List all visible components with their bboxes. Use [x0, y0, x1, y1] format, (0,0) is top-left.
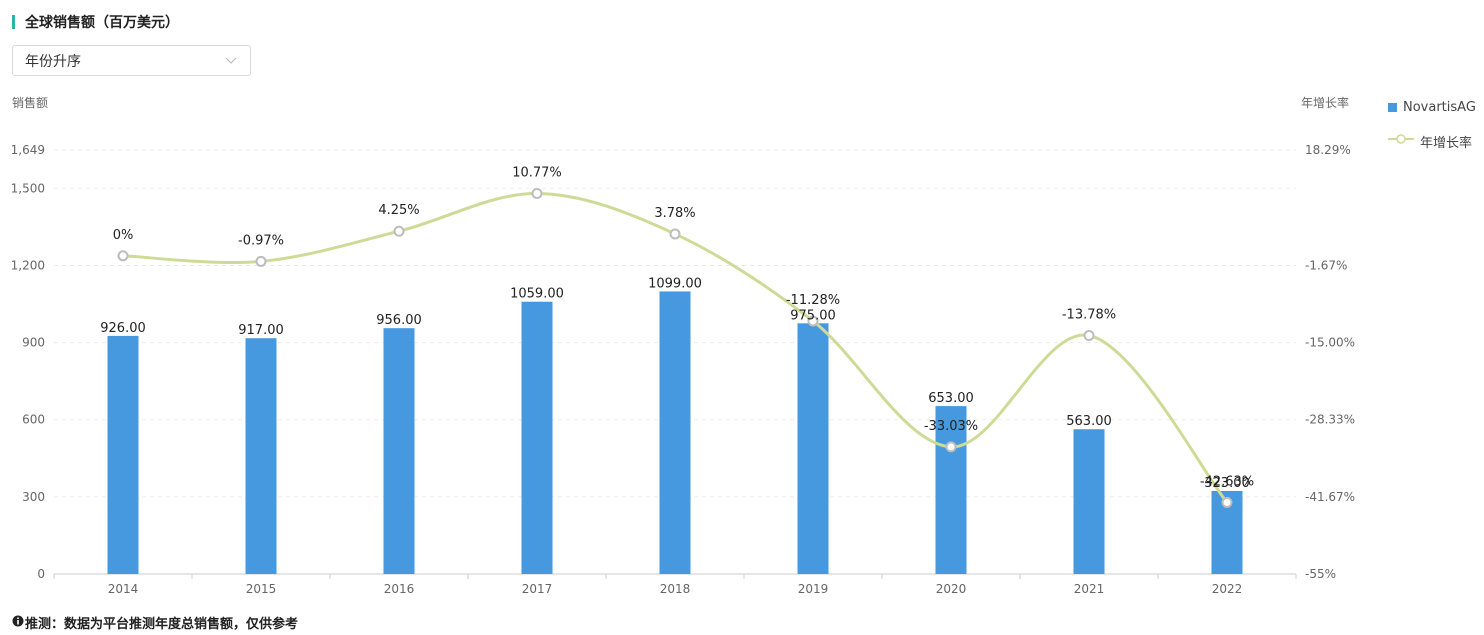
x-tick-label: 2021: [1074, 582, 1105, 596]
info-circle-icon: [12, 615, 24, 631]
y-left-tick-label: 1,649: [11, 143, 45, 157]
growth-line-path: [122, 192, 1229, 504]
bar: [521, 301, 553, 574]
growth-value-label: -11.28%: [786, 293, 840, 308]
bar: [797, 323, 829, 574]
x-tick-label: 2016: [384, 582, 415, 596]
legend-bar-label: NovartisAG: [1403, 99, 1476, 115]
chart-title-wrap: 全球销售额（百万美元）: [12, 12, 179, 32]
bar: [1073, 429, 1105, 574]
chevron-down-icon: [224, 53, 238, 71]
y-left-tick-label: 1,500: [11, 181, 45, 195]
y-right-tick-label: -28.33%: [1305, 413, 1355, 427]
legend-bar-swatch: [1388, 102, 1397, 112]
legend-line-label: 年增长率: [1420, 135, 1473, 151]
x-tick-label: 2014: [108, 582, 139, 596]
growth-value-label: -13.78%: [1062, 308, 1116, 323]
growth-value-label: 0%: [113, 228, 134, 243]
y-right-tick-label: -41.67%: [1305, 490, 1355, 504]
y-right-tick-label: -15.00%: [1305, 336, 1355, 350]
y-right-tick-label: -55%: [1305, 567, 1336, 581]
y-left-tick-label: 900: [22, 336, 45, 350]
bar: [245, 338, 277, 574]
bar-value-label: 926.00: [100, 321, 146, 336]
y-left-tick-label: 1,200: [11, 258, 45, 272]
value-labels: 926.00 917.00 956.00 1059.00 1099.00 975.00 65…: [100, 166, 1254, 491]
bar: [935, 406, 967, 574]
bar: [659, 291, 691, 574]
y-left-tick-label: 300: [22, 490, 45, 504]
y-right-tick-label: 18.29%: [1305, 143, 1351, 157]
footnote: 推测：数据为平台推测年度总销售额，仅供参考: [12, 613, 298, 632]
footnote-text: 推测：数据为平台推测年度总销售额，仅供参考: [25, 617, 299, 632]
bar-value-label: 1059.00: [510, 287, 564, 302]
bar-value-label: 563.00: [1066, 414, 1112, 429]
growth-value-label: -33.03%: [924, 419, 978, 434]
growth-value-label: -0.97%: [238, 233, 284, 248]
bar-value-label: 917.00: [238, 323, 284, 338]
sort-order-select[interactable]: 年份升序: [12, 45, 251, 76]
growth-point: [669, 228, 681, 240]
y-left-tick-label: 600: [22, 413, 45, 427]
x-tick-label: 2020: [936, 582, 967, 596]
growth-value-label: -42.63%: [1200, 474, 1254, 489]
y-left-tick-label: 0: [37, 567, 45, 581]
x-tick-label: 2017: [522, 582, 553, 596]
bar-value-label: 1099.00: [648, 276, 702, 291]
x-tick-label: 2015: [246, 582, 277, 596]
bar: [383, 328, 415, 574]
axes: 0 300 600 900 1,200 1,500 1,649 -55% -41.67% -28.…: [11, 95, 1355, 596]
sort-order-value: 年份升序: [25, 53, 81, 70]
growth-point: [807, 315, 819, 327]
growth-point: [1083, 330, 1095, 342]
y-right-tick-label: -1.67%: [1305, 258, 1347, 272]
bar-value-label: 975.00: [790, 308, 836, 323]
bar-value-label: 323.00: [1204, 476, 1250, 491]
bar-value-label: 653.00: [928, 391, 974, 406]
bar: [107, 335, 139, 574]
growth-value-label: 10.77%: [512, 166, 562, 181]
growth-point: [945, 441, 957, 453]
growth-value-label: 3.78%: [654, 206, 695, 221]
bars: [107, 291, 1243, 574]
title-accent-bar: [12, 15, 15, 29]
x-tick-label: 2018: [660, 582, 691, 596]
legend: NovartisAG 年增长率: [1388, 96, 1476, 164]
legend-item-bar[interactable]: NovartisAG: [1388, 96, 1476, 118]
x-tick-label: 2022: [1212, 582, 1243, 596]
y-right-axis-title: 年增长率: [1301, 95, 1349, 110]
x-tick-label: 2019: [798, 582, 829, 596]
growth-point: [393, 225, 405, 237]
legend-line-swatch: [1388, 133, 1414, 149]
bar-value-label: 956.00: [376, 313, 422, 328]
growth-point: [531, 188, 543, 200]
y-left-axis-title: 销售额: [12, 95, 48, 110]
chart-title: 全球销售额（百万美元）: [25, 15, 179, 31]
growth-point: [117, 250, 129, 262]
growth-value-label: 4.25%: [378, 203, 419, 218]
growth-point: [255, 255, 267, 267]
legend-item-line[interactable]: 年增长率: [1388, 130, 1476, 152]
growth-line: [117, 188, 1233, 508]
growth-point: [1221, 496, 1233, 508]
